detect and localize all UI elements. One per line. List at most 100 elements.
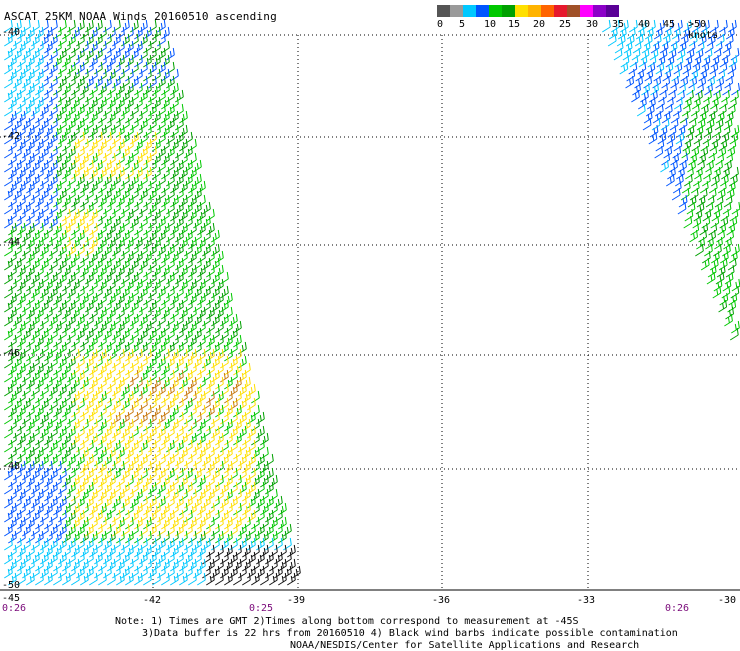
- wind-barb: [13, 440, 21, 452]
- barb-flag: [92, 286, 93, 293]
- wind-barb: [103, 62, 111, 74]
- barb-flag: [105, 223, 106, 230]
- barb-flag: [48, 296, 49, 302]
- barb-staff: [49, 419, 57, 424]
- barb-flag: [168, 41, 169, 48]
- barb-flag: [48, 422, 49, 428]
- wind-barb: [175, 244, 183, 256]
- barb-flag: [38, 34, 39, 41]
- barb-staff: [166, 97, 174, 102]
- barb-staff: [130, 433, 138, 438]
- barb-flag: [155, 426, 156, 433]
- wind-barb: [67, 104, 75, 116]
- barb-flag: [60, 139, 61, 146]
- barb-flag: [258, 433, 259, 440]
- barb-flag: [219, 436, 220, 442]
- barb-flag: [219, 268, 220, 274]
- barb-flag: [119, 118, 120, 125]
- barb-flag: [200, 426, 201, 433]
- barb-staff: [121, 125, 129, 130]
- wind-barb: [49, 62, 57, 74]
- wind-barb: [112, 34, 120, 46]
- barb-staff: [103, 265, 111, 270]
- barb-flag: [74, 384, 75, 391]
- barb-staff: [22, 153, 30, 158]
- barb-staff: [130, 181, 138, 186]
- barb-staff: [58, 223, 66, 228]
- barb-flag: [183, 324, 184, 330]
- wind-barb: [58, 272, 66, 284]
- wind-barb: [121, 132, 129, 144]
- barb-staff: [4, 223, 12, 228]
- barb-flag: [150, 391, 151, 398]
- barb-flag: [164, 34, 165, 41]
- barb-flag: [20, 202, 21, 209]
- barb-flag: [12, 100, 13, 106]
- barb-flag: [183, 184, 184, 190]
- barb-flag: [48, 352, 49, 358]
- barb-staff: [85, 391, 93, 396]
- barb-flag: [164, 104, 165, 111]
- barb-flag: [74, 342, 75, 349]
- barb-flag: [74, 34, 75, 41]
- wind-barb: [157, 118, 165, 130]
- barb-flag: [146, 258, 147, 265]
- barb-staff: [139, 279, 147, 284]
- barb-staff: [202, 307, 210, 312]
- barb-flag: [15, 335, 16, 342]
- barb-flag: [204, 279, 205, 286]
- barb-staff: [40, 41, 48, 46]
- barb-flag: [66, 156, 67, 162]
- barb-flag: [195, 251, 196, 258]
- barb-staff: [112, 223, 120, 228]
- barb-staff: [175, 97, 183, 102]
- barb-flag: [186, 209, 187, 216]
- barb-flag: [20, 216, 21, 223]
- barb-flag: [201, 240, 202, 246]
- barb-flag: [245, 370, 246, 377]
- barb-flag: [24, 265, 25, 272]
- barb-flag: [57, 352, 58, 358]
- wind-barb: [166, 314, 174, 326]
- barb-flag: [119, 370, 120, 377]
- barb-staff: [58, 307, 66, 312]
- barb-flag: [138, 240, 139, 246]
- barb-flag: [129, 296, 130, 302]
- barb-flag: [101, 118, 102, 125]
- barb-flag: [168, 377, 169, 384]
- barb-staff: [13, 321, 21, 326]
- barb-staff: [166, 293, 174, 298]
- barb-flag: [159, 83, 160, 90]
- wind-barb: [67, 230, 75, 242]
- barb-flag: [47, 132, 48, 139]
- wind-barb: [67, 118, 75, 130]
- wind-barb: [139, 314, 147, 326]
- barb-flag: [33, 349, 34, 356]
- barb-staff: [121, 307, 129, 312]
- barb-flag: [56, 314, 57, 321]
- barb-staff: [103, 97, 111, 102]
- barb-flag: [201, 226, 202, 232]
- barb-flag: [132, 279, 133, 286]
- wind-barb: [184, 230, 192, 242]
- barb-flag: [174, 296, 175, 302]
- wind-barb: [148, 426, 156, 438]
- wind-barb: [229, 342, 237, 354]
- barb-flag: [150, 125, 151, 132]
- barb-staff: [211, 293, 219, 298]
- barb-flag: [200, 216, 201, 223]
- barb-flag: [183, 310, 184, 316]
- barb-flag: [74, 244, 75, 251]
- barb-flag: [155, 104, 156, 111]
- barb-staff: [103, 41, 111, 46]
- barb-flag: [191, 328, 192, 335]
- barb-staff: [166, 307, 174, 312]
- barb-flag: [120, 422, 121, 428]
- barb-flag: [105, 307, 106, 314]
- barb-flag: [132, 307, 133, 314]
- wind-barb: [139, 48, 147, 60]
- barb-flag: [164, 328, 165, 335]
- barb-flag: [200, 174, 201, 181]
- barb-staff: [193, 181, 201, 186]
- barb-flag: [200, 230, 201, 237]
